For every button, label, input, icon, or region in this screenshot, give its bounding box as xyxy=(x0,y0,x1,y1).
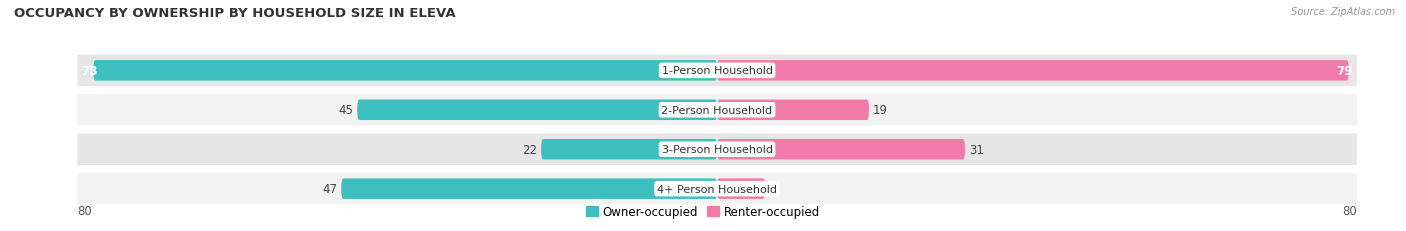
Text: 47: 47 xyxy=(322,182,337,195)
FancyBboxPatch shape xyxy=(717,139,965,160)
FancyBboxPatch shape xyxy=(77,55,1357,87)
Text: 22: 22 xyxy=(522,143,537,156)
FancyBboxPatch shape xyxy=(717,100,869,121)
Text: 1-Person Household: 1-Person Household xyxy=(662,66,772,76)
Text: Source: ZipAtlas.com: Source: ZipAtlas.com xyxy=(1291,7,1395,17)
Text: 80: 80 xyxy=(1343,204,1357,217)
Text: 80: 80 xyxy=(77,204,91,217)
Text: 2-Person Household: 2-Person Household xyxy=(661,105,773,115)
Text: 31: 31 xyxy=(969,143,984,156)
FancyBboxPatch shape xyxy=(77,94,1357,126)
FancyBboxPatch shape xyxy=(77,173,1357,205)
FancyBboxPatch shape xyxy=(717,179,765,199)
Text: 3-Person Household: 3-Person Household xyxy=(662,145,772,155)
Text: 4+ Person Household: 4+ Person Household xyxy=(657,184,778,194)
FancyBboxPatch shape xyxy=(541,139,717,160)
Text: 78: 78 xyxy=(82,64,97,78)
FancyBboxPatch shape xyxy=(342,179,717,199)
FancyBboxPatch shape xyxy=(77,134,1357,165)
Text: 45: 45 xyxy=(339,104,353,117)
FancyBboxPatch shape xyxy=(93,61,717,81)
Text: OCCUPANCY BY OWNERSHIP BY HOUSEHOLD SIZE IN ELEVA: OCCUPANCY BY OWNERSHIP BY HOUSEHOLD SIZE… xyxy=(14,7,456,20)
FancyBboxPatch shape xyxy=(357,100,717,121)
Legend: Owner-occupied, Renter-occupied: Owner-occupied, Renter-occupied xyxy=(581,201,825,223)
Text: 19: 19 xyxy=(873,104,889,117)
Text: 6: 6 xyxy=(769,182,776,195)
Text: 79: 79 xyxy=(1337,64,1353,78)
FancyBboxPatch shape xyxy=(717,61,1348,81)
